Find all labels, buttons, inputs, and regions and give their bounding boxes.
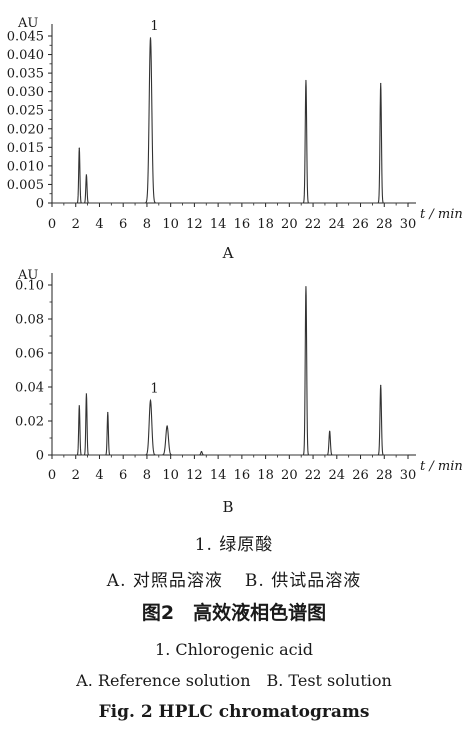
- x-tick-label: 6: [119, 217, 127, 232]
- peak-apex: [329, 430, 331, 432]
- x-tick-label: 8: [143, 468, 151, 483]
- peak-apex: [78, 405, 80, 407]
- y-tick-label: 0.10: [15, 279, 44, 294]
- chromatogram-trace: [52, 37, 408, 204]
- x-tick-label: 20: [281, 217, 298, 232]
- x-tick-label: 20: [281, 468, 298, 483]
- y-tick-label: 0.04: [15, 381, 44, 396]
- x-tick-label: 26: [352, 468, 369, 483]
- y-tick-label: 0.02: [15, 415, 44, 430]
- x-tick-label: 2: [72, 468, 80, 483]
- peak-apex: [85, 393, 88, 395]
- x-tick-label: 6: [119, 468, 127, 483]
- y-tick-label: 0.08: [15, 313, 44, 328]
- chart-panel-a: 0 2 4 6 8 10 12 14 16 18 20 22 24 26 28 3000.0050.0100.…: [7, 16, 463, 262]
- zh-legend-b: B. 供试品溶液: [244, 571, 362, 591]
- y-tick-label: 0.06: [15, 347, 44, 362]
- x-tick-label: 14: [210, 468, 227, 483]
- y-tick-label: 0: [36, 449, 44, 464]
- x-tick-label: 0: [48, 217, 56, 232]
- x-tick-label: 4: [95, 468, 103, 483]
- y-tick-label: 0.010: [7, 159, 44, 174]
- x-tick-label: 18: [257, 468, 274, 483]
- y-tick-label: 0.020: [7, 122, 44, 137]
- peak-annotation: 1: [150, 19, 158, 34]
- y-tick-label: 0.040: [7, 48, 44, 63]
- x-tick-label: 30: [400, 468, 417, 483]
- x-tick-label: 24: [329, 217, 346, 232]
- x-tick-label: 0: [48, 468, 56, 483]
- x-tick-label: 8: [143, 217, 151, 232]
- chromatogram-figure: 0 2 4 6 8 10 12 14 16 18 20 22 24 26 28 3000.0050.0100.…: [7, 16, 463, 516]
- zh-legend: A. 对照品溶液 B. 供试品溶液: [0, 566, 468, 591]
- y-axis-label: AU: [17, 268, 38, 283]
- y-tick-label: 0.015: [7, 141, 44, 156]
- x-tick-label: 14: [210, 217, 227, 232]
- x-tick-label: 22: [305, 468, 322, 483]
- peak-apex: [305, 79, 307, 82]
- x-tick-label: 18: [257, 217, 274, 232]
- chromatogram-trace: [52, 286, 408, 456]
- peak-apex: [78, 147, 80, 149]
- y-tick-label: 0.005: [7, 178, 44, 193]
- panel-label: A: [222, 244, 234, 262]
- y-tick-label: 0: [36, 197, 44, 212]
- x-tick-label: 12: [186, 217, 203, 232]
- en-legend-a: A. Reference solution: [76, 671, 251, 690]
- x-tick-label: 16: [234, 468, 251, 483]
- peak-apex: [166, 425, 168, 427]
- x-tick-label: 28: [376, 217, 393, 232]
- en-figure-title: Fig. 2 HPLC chromatograms: [98, 702, 370, 722]
- zh-figure-title: 图2 高效液相色谱图: [141, 602, 327, 624]
- y-axis-label: AU: [17, 16, 38, 31]
- y-tick-label: 0.030: [7, 85, 44, 100]
- zh-legend-a: A. 对照品溶液: [106, 571, 223, 591]
- peak-apex: [85, 174, 88, 176]
- x-tick-label: 4: [95, 217, 103, 232]
- x-tick-label: 10: [162, 217, 179, 232]
- en-legend-b: B. Test solution: [266, 671, 392, 690]
- en-peak-label: 1. Chlorogenic acid: [155, 640, 313, 659]
- peak-apex: [149, 37, 152, 39]
- x-axis-label: t / min: [420, 207, 463, 222]
- x-tick-label: 12: [186, 468, 203, 483]
- peak-apex: [149, 400, 152, 402]
- x-tick-label: 24: [329, 468, 346, 483]
- peak-annotation: 1: [150, 382, 158, 397]
- x-tick-label: 26: [352, 217, 369, 232]
- peak-apex: [305, 286, 307, 288]
- y-tick-label: 0.045: [7, 30, 44, 45]
- peak-apex: [380, 384, 382, 386]
- peak-apex: [200, 451, 203, 453]
- y-tick-label: 0.025: [7, 104, 44, 119]
- x-tick-label: 16: [234, 217, 251, 232]
- panel-label: B: [222, 498, 233, 516]
- x-tick-label: 2: [72, 217, 80, 232]
- x-tick-label: 22: [305, 217, 322, 232]
- x-tick-label: 10: [162, 468, 179, 483]
- peak-apex: [107, 411, 109, 414]
- x-tick-label: 30: [400, 217, 417, 232]
- x-tick-label: 28: [376, 468, 393, 483]
- zh-peak-label: 1. 绿原酸: [194, 535, 274, 555]
- chart-panel-b: 0 2 4 6 8 10 12 14 16 18 20 22 24 26 28 3000.020.040.06…: [15, 268, 463, 516]
- peak-apex: [380, 82, 382, 85]
- en-legend: A. Reference solution B. Test solution: [0, 671, 468, 690]
- x-axis-label: t / min: [420, 459, 463, 474]
- y-tick-label: 0.035: [7, 67, 44, 82]
